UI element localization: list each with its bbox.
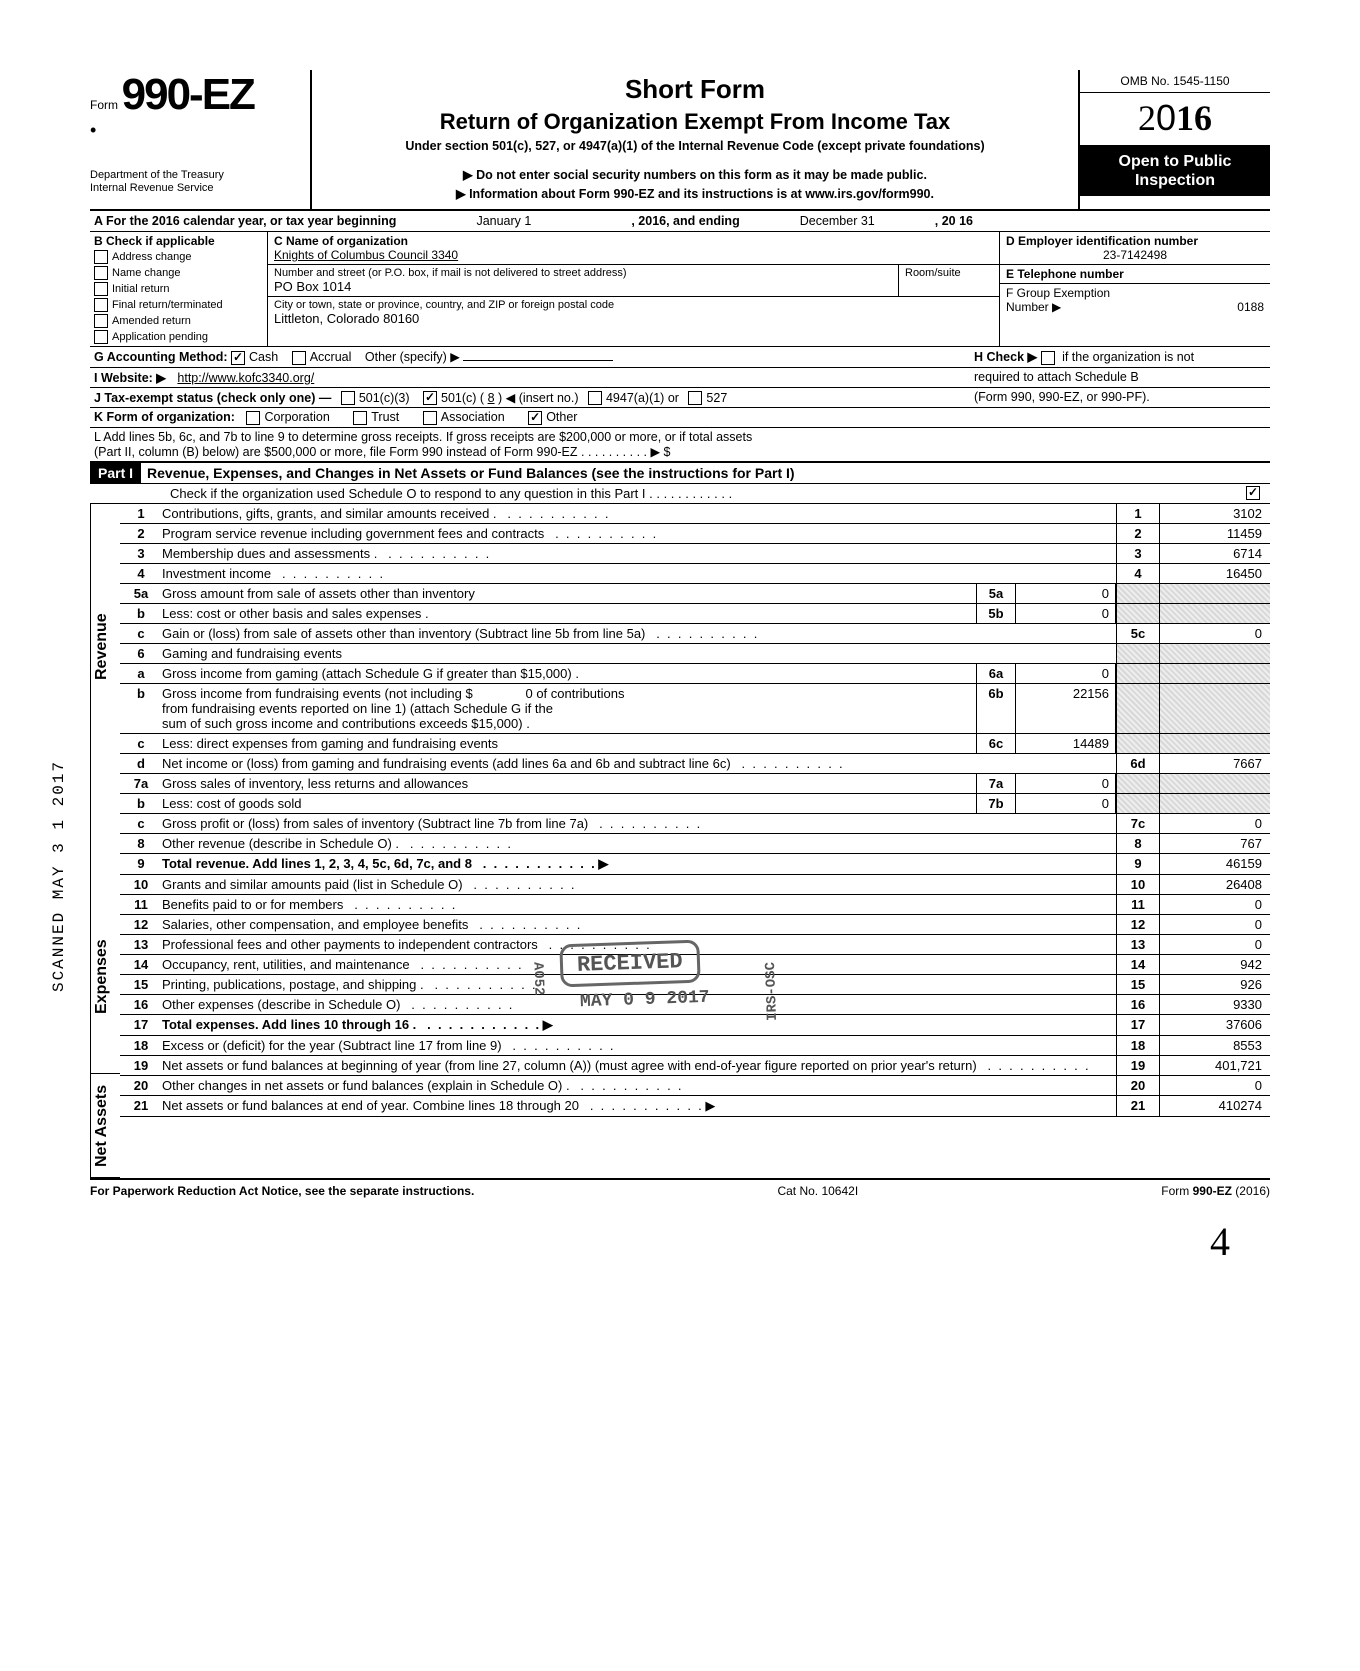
- title-4: ▶ Do not enter social security numbers o…: [320, 167, 1070, 182]
- line-b: bGross income from fundraising events (n…: [120, 684, 1270, 734]
- line-18: 18Excess or (deficit) for the year (Subt…: [120, 1036, 1270, 1056]
- line-4: 4Investment income . . . . . . . . . .41…: [120, 564, 1270, 584]
- line-i: I Website: ▶ http://www.kofc3340.org/ re…: [90, 368, 1270, 388]
- line-g-h: G Accounting Method: ✓Cash Accrual Other…: [90, 347, 1270, 368]
- right-block: OMB No. 1545-1150 20201616 Open to Publi…: [1080, 70, 1270, 196]
- part-1-table: Revenue Expenses Net Assets 1Contributio…: [90, 504, 1270, 1178]
- scanned-stamp: SCANNED MAY 3 1 2017: [50, 760, 68, 992]
- line-20: 20Other changes in net assets or fund ba…: [120, 1076, 1270, 1096]
- line-14: 14Occupancy, rent, utilities, and mainte…: [120, 955, 1270, 975]
- line-8: 8Other revenue (describe in Schedule O) …: [120, 834, 1270, 854]
- line-3: 3Membership dues and assessments . . . .…: [120, 544, 1270, 564]
- line-11: 11Benefits paid to or for members . . . …: [120, 895, 1270, 915]
- line-16: 16Other expenses (describe in Schedule O…: [120, 995, 1270, 1015]
- line-19: 19Net assets or fund balances at beginni…: [120, 1056, 1270, 1076]
- line-a: A For the 2016 calendar year, or tax yea…: [90, 211, 1270, 232]
- line-12: 12Salaries, other compensation, and empl…: [120, 915, 1270, 935]
- dept-1: Department of the Treasury: [90, 169, 302, 182]
- line-13: 13Professional fees and other payments t…: [120, 935, 1270, 955]
- group-exemption: 0188: [1237, 300, 1264, 314]
- line-5a: 5aGross amount from sale of assets other…: [120, 584, 1270, 604]
- box-def: D Employer identification number 23-7142…: [1000, 232, 1270, 346]
- line-j: J Tax-exempt status (check only one) — 5…: [90, 388, 1270, 409]
- line-1: 1Contributions, gifts, grants, and simil…: [120, 504, 1270, 524]
- line-17: 17Total expenses. Add lines 10 through 1…: [120, 1015, 1270, 1036]
- title-block: Short Form Return of Organization Exempt…: [310, 70, 1080, 209]
- org-city: Littleton, Colorado 80160: [274, 311, 993, 326]
- line-b: bLess: cost or other basis and sales exp…: [120, 604, 1270, 624]
- line-c: cLess: direct expenses from gaming and f…: [120, 734, 1270, 754]
- line-c: cGross profit or (loss) from sales of in…: [120, 814, 1270, 834]
- form-number: 990-EZ: [122, 70, 254, 119]
- part-1-header: Part I Revenue, Expenses, and Changes in…: [90, 461, 1270, 484]
- line-b: bLess: cost of goods sold7b0: [120, 794, 1270, 814]
- line-d: dNet income or (loss) from gaming and fu…: [120, 754, 1270, 774]
- line-10: 10Grants and similar amounts paid (list …: [120, 875, 1270, 895]
- line-7a: 7aGross sales of inventory, less returns…: [120, 774, 1270, 794]
- title-2: Return of Organization Exempt From Incom…: [320, 109, 1070, 135]
- box-b: B Check if applicable Address change Nam…: [90, 232, 268, 346]
- expenses-label: Expenses: [90, 906, 120, 1074]
- page-number: 4: [90, 1218, 1270, 1265]
- title-1: Short Form: [320, 74, 1070, 105]
- line-c: cGain or (loss) from sale of assets othe…: [120, 624, 1270, 644]
- line-a: aGross income from gaming (attach Schedu…: [120, 664, 1270, 684]
- box-c: C Name of organization Knights of Columb…: [268, 232, 1000, 346]
- org-name: Knights of Columbus Council 3340: [274, 248, 993, 262]
- line-k: K Form of organization: Corporation Trus…: [90, 408, 1270, 428]
- line-6: 6Gaming and fundraising events: [120, 644, 1270, 664]
- form-label-block: Form 990-EZ • Department of the Treasury…: [90, 70, 310, 195]
- form-word: Form: [90, 98, 118, 112]
- line-21: 21Net assets or fund balances at end of …: [120, 1096, 1270, 1117]
- line-15: 15Printing, publications, postage, and s…: [120, 975, 1270, 995]
- title-5: ▶ Information about Form 990-EZ and its …: [320, 186, 1070, 201]
- open-inspection: Open to Public Inspection: [1080, 146, 1270, 196]
- org-address: PO Box 1014: [274, 279, 892, 294]
- revenue-label: Revenue: [90, 504, 120, 906]
- form-header: Form 990-EZ • Department of the Treasury…: [90, 70, 1270, 211]
- tax-year: 20201616: [1080, 93, 1270, 146]
- line-2: 2Program service revenue including gover…: [120, 524, 1270, 544]
- omb-number: OMB No. 1545-1150: [1080, 70, 1270, 93]
- header-grid: B Check if applicable Address change Nam…: [90, 232, 1270, 347]
- dept-2: Internal Revenue Service: [90, 182, 302, 195]
- ein: 23-7142498: [1006, 248, 1264, 262]
- title-3: Under section 501(c), 527, or 4947(a)(1)…: [320, 139, 1070, 153]
- netassets-label: Net Assets: [90, 1074, 120, 1178]
- footer: For Paperwork Reduction Act Notice, see …: [90, 1184, 1270, 1198]
- part-1-sub: Check if the organization used Schedule …: [90, 484, 1270, 504]
- line-9: 9Total revenue. Add lines 1, 2, 3, 4, 5c…: [120, 854, 1270, 875]
- website: http://www.kofc3340.org/: [177, 371, 314, 385]
- line-l: L Add lines 5b, 6c, and 7b to line 9 to …: [90, 428, 1270, 461]
